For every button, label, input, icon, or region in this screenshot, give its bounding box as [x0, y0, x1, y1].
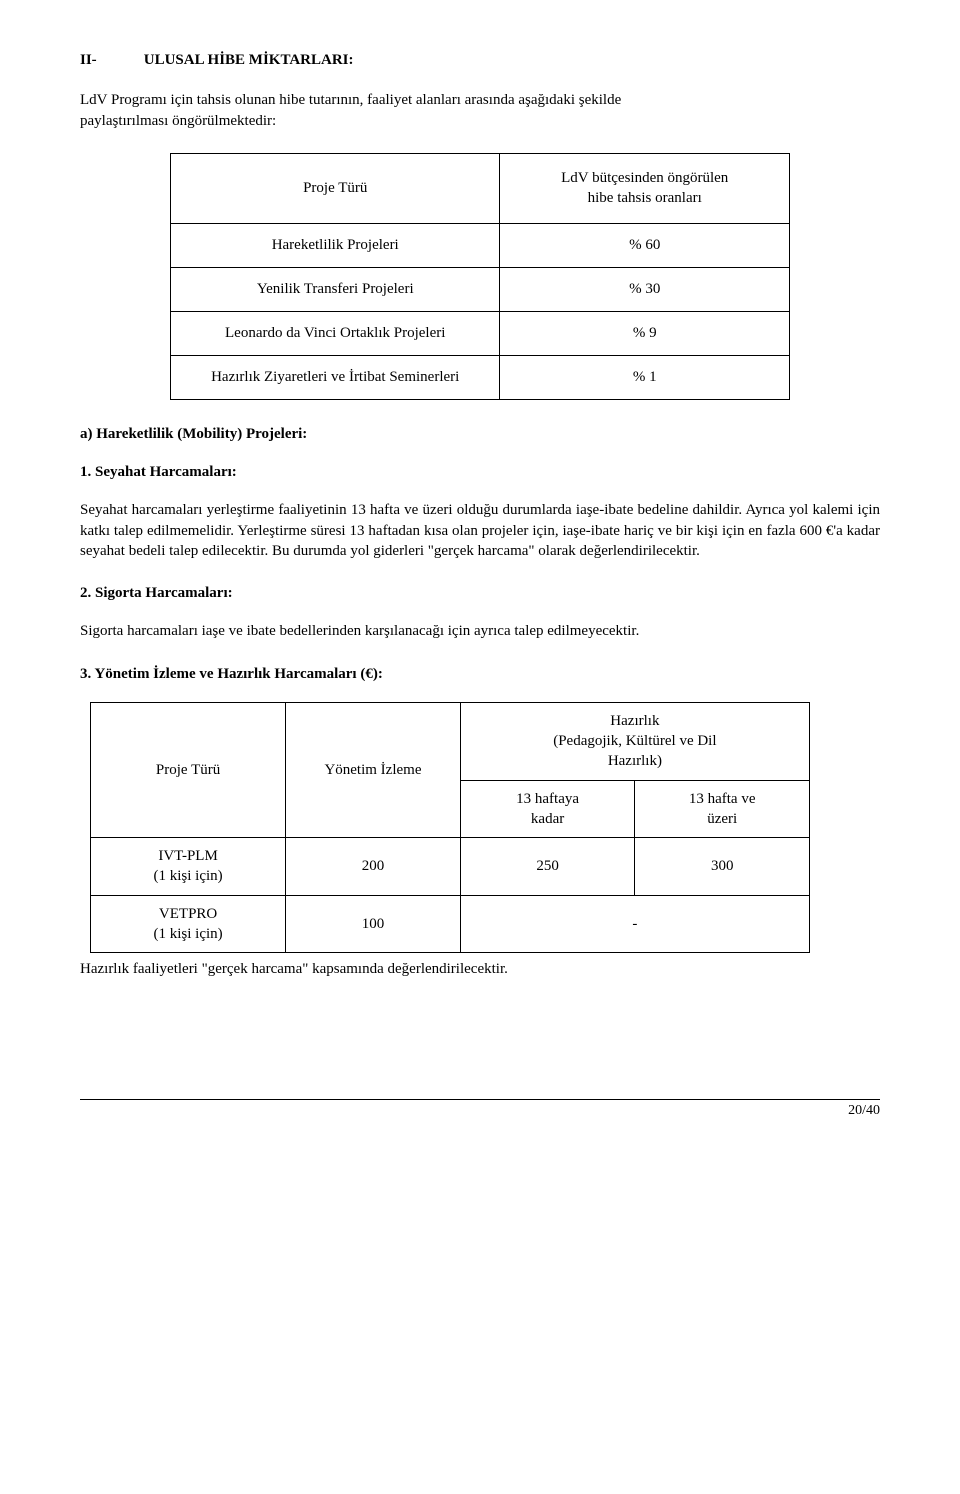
section-heading: II- ULUSAL HİBE MİKTARLARI:: [80, 50, 880, 70]
t2-h-yonetim: Yönetim İzleme: [286, 702, 461, 837]
t2-h-proje: Proje Türü: [91, 702, 286, 837]
t2-col-over: 13 hafta ve üzeri: [635, 780, 810, 838]
page-number: 20/40: [80, 1099, 880, 1121]
t1-r2-label: Yenilik Transferi Projeleri: [171, 267, 500, 311]
t2-ivt-over: 300: [635, 838, 810, 896]
t2-col-over-l1: 13 hafta ve: [689, 791, 756, 807]
t2-col-under-l1: 13 haftaya: [516, 791, 579, 807]
t2-ivt-label-l1: IVT-PLM: [158, 848, 217, 864]
t1-r1-label: Hareketlilik Projeleri: [171, 223, 500, 267]
section-a-heading: a) Hareketlilik (Mobility) Projeleri:: [80, 424, 880, 444]
s2-title: 2. Sigorta Harcamaları:: [80, 583, 880, 603]
s1-title: 1. Seyahat Harcamaları:: [80, 462, 880, 482]
t1-r4-label: Hazırlık Ziyaretleri ve İrtibat Seminerl…: [171, 355, 500, 399]
t2-col-over-l2: üzeri: [707, 811, 737, 827]
t2-ivt-label-l2: (1 kişi için): [154, 868, 223, 884]
s2-paragraph: Sigorta harcamaları iaşe ve ibate bedell…: [80, 621, 880, 641]
t1-col1-header: Proje Türü: [171, 153, 500, 223]
t2-vetpro-haz: -: [460, 895, 809, 953]
heading-roman: II-: [80, 50, 140, 70]
t2-h-hazirlik-l1: Hazırlık: [610, 713, 659, 729]
t2-h-hazirlik-l2: (Pedagojik, Kültürel ve Dil: [553, 733, 716, 749]
t1-r3-value: % 9: [500, 311, 790, 355]
t1-col2-header-l2: hibe tahsis oranları: [588, 190, 702, 206]
s3-title: 3. Yönetim İzleme ve Hazırlık Harcamalar…: [80, 664, 880, 684]
t2-ivt-label: IVT-PLM (1 kişi için): [91, 838, 286, 896]
t2-vetpro-label: VETPRO (1 kişi için): [91, 895, 286, 953]
s1-paragraph: Seyahat harcamaları yerleştirme faaliyet…: [80, 500, 880, 561]
intro-line-2: paylaştırılması öngörülmektedir:: [80, 113, 276, 129]
t2-col-under-l2: kadar: [531, 811, 564, 827]
t1-r1-value: % 60: [500, 223, 790, 267]
t2-vetpro-label-l2: (1 kişi için): [154, 926, 223, 942]
t2-ivt-under: 250: [460, 838, 635, 896]
intro-paragraph: LdV Programı için tahsis olunan hibe tut…: [80, 90, 880, 131]
allocation-table: Proje Türü LdV bütçesinden öngörülen hib…: [170, 153, 790, 400]
t1-r4-value: % 1: [500, 355, 790, 399]
t2-vetpro-label-l1: VETPRO: [159, 906, 217, 922]
t2-ivt-yonetim: 200: [286, 838, 461, 896]
heading-title: ULUSAL HİBE MİKTARLARI:: [144, 52, 354, 68]
t1-col2-header: LdV bütçesinden öngörülen hibe tahsis or…: [500, 153, 790, 223]
t2-h-hazirlik-l3: Hazırlık): [608, 753, 662, 769]
t1-col2-header-l1: LdV bütçesinden öngörülen: [561, 170, 728, 186]
t2-vetpro-yonetim: 100: [286, 895, 461, 953]
t2-col-under: 13 haftaya kadar: [460, 780, 635, 838]
t2-h-hazirlik: Hazırlık (Pedagojik, Kültürel ve Dil Haz…: [460, 702, 809, 780]
t1-r3-label: Leonardo da Vinci Ortaklık Projeleri: [171, 311, 500, 355]
intro-line-1: LdV Programı için tahsis olunan hibe tut…: [80, 92, 621, 108]
t1-r2-value: % 30: [500, 267, 790, 311]
s3-footnote: Hazırlık faaliyetleri "gerçek harcama" k…: [80, 959, 880, 979]
management-table: Proje Türü Yönetim İzleme Hazırlık (Peda…: [90, 702, 810, 953]
